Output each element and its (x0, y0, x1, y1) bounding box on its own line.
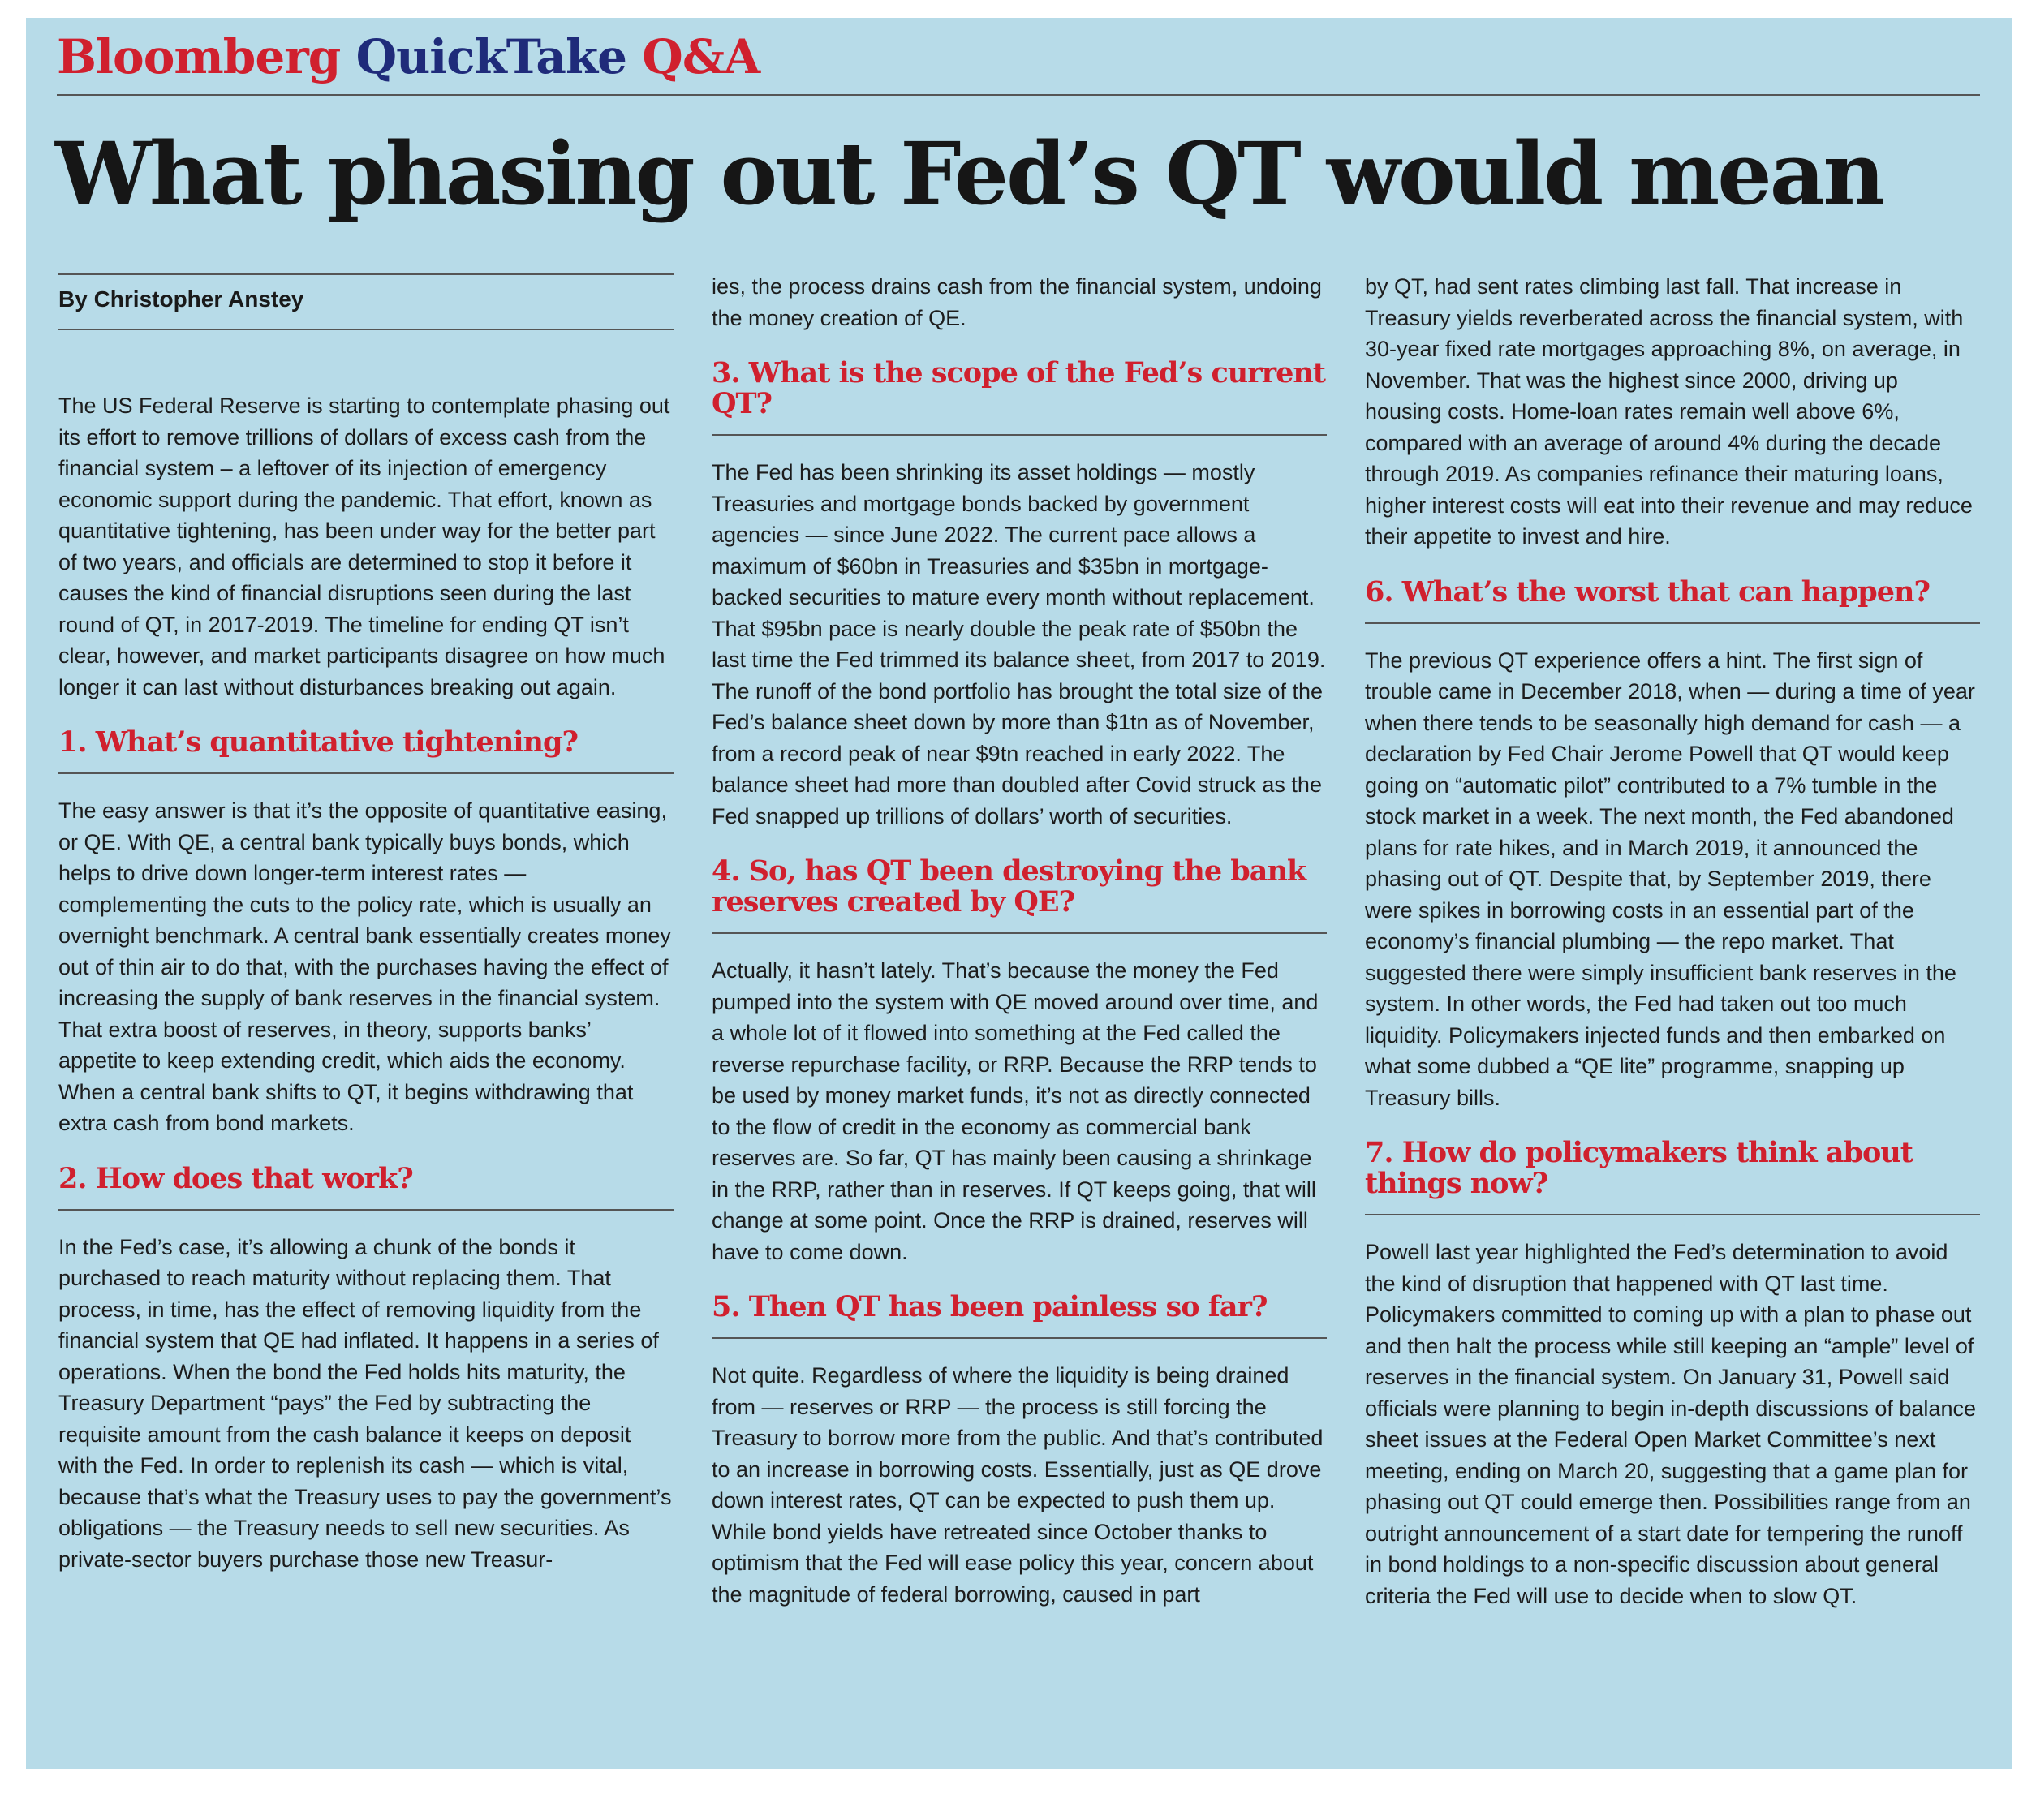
question-6-heading: 6. What’s the worst that can happen? (1365, 574, 1931, 609)
question-2-heading: 2. How does that work? (58, 1161, 414, 1195)
answer-3: The Fed has been shrinking its asset hol… (712, 460, 1326, 828)
masthead: Bloomberg QuickTake Q&A (57, 29, 760, 86)
masthead-section: Q&A (642, 29, 760, 84)
question-1-heading: 1. What’s quantitative tightening? (58, 725, 579, 759)
answer-5-continued: by QT, had sent rates climbing last fall… (1365, 274, 1973, 549)
question-3: 3. What is the scope of the Fed’s curren… (712, 358, 1327, 436)
answer-7: Powell last year highlighted the Fed’s d… (1365, 1240, 1976, 1608)
byline-top-rule (58, 273, 674, 275)
article-panel: Bloomberg QuickTake Q&A What phasing out… (26, 18, 2012, 1769)
intro-paragraph: The US Federal Reserve is starting to co… (58, 394, 670, 699)
answer-1: The easy answer is that it’s the opposit… (58, 798, 671, 1135)
question-4-heading: 4. So, has QT been destroying the bank r… (712, 854, 1306, 919)
masthead-divider (57, 94, 1980, 96)
question-7-heading: 7. How do policymakers think about thing… (1365, 1136, 1913, 1200)
column-1: By Christopher Anstey The US Federal Res… (58, 273, 674, 1575)
question-6: 6. What’s the worst that can happen? (1365, 574, 1980, 624)
headline: What phasing out Fed’s QT would mean (55, 123, 1885, 224)
answer-4: Actually, it hasn’t lately. That’s becau… (712, 958, 1319, 1264)
masthead-brand: Bloomberg (57, 29, 341, 84)
question-4: 4. So, has QT been destroying the bank r… (712, 856, 1327, 934)
question-2: 2. How does that work? (58, 1161, 674, 1211)
question-5-heading: 5. Then QT has been painless so far? (712, 1290, 1268, 1323)
answer-6: The previous QT experience offers a hint… (1365, 648, 1975, 1110)
byline: By Christopher Anstey (58, 275, 674, 330)
column-2: ies, the process drains cash from the fi… (712, 271, 1327, 1610)
answer-2-continued: ies, the process drains cash from the fi… (712, 274, 1322, 330)
answer-5: Not quite. Regardless of where the liqui… (712, 1363, 1324, 1607)
answer-2: In the Fed’s case, it’s allowing a chunk… (58, 1234, 672, 1572)
column-3: by QT, had sent rates climbing last fall… (1365, 271, 1980, 1611)
masthead-product: QuickTake (355, 29, 628, 84)
question-3-heading: 3. What is the scope of the Fed’s curren… (712, 356, 1326, 420)
question-5: 5. Then QT has been painless so far? (712, 1292, 1327, 1339)
question-7: 7. How do policymakers think about thing… (1365, 1138, 1980, 1215)
question-1: 1. What’s quantitative tightening? (58, 727, 674, 774)
